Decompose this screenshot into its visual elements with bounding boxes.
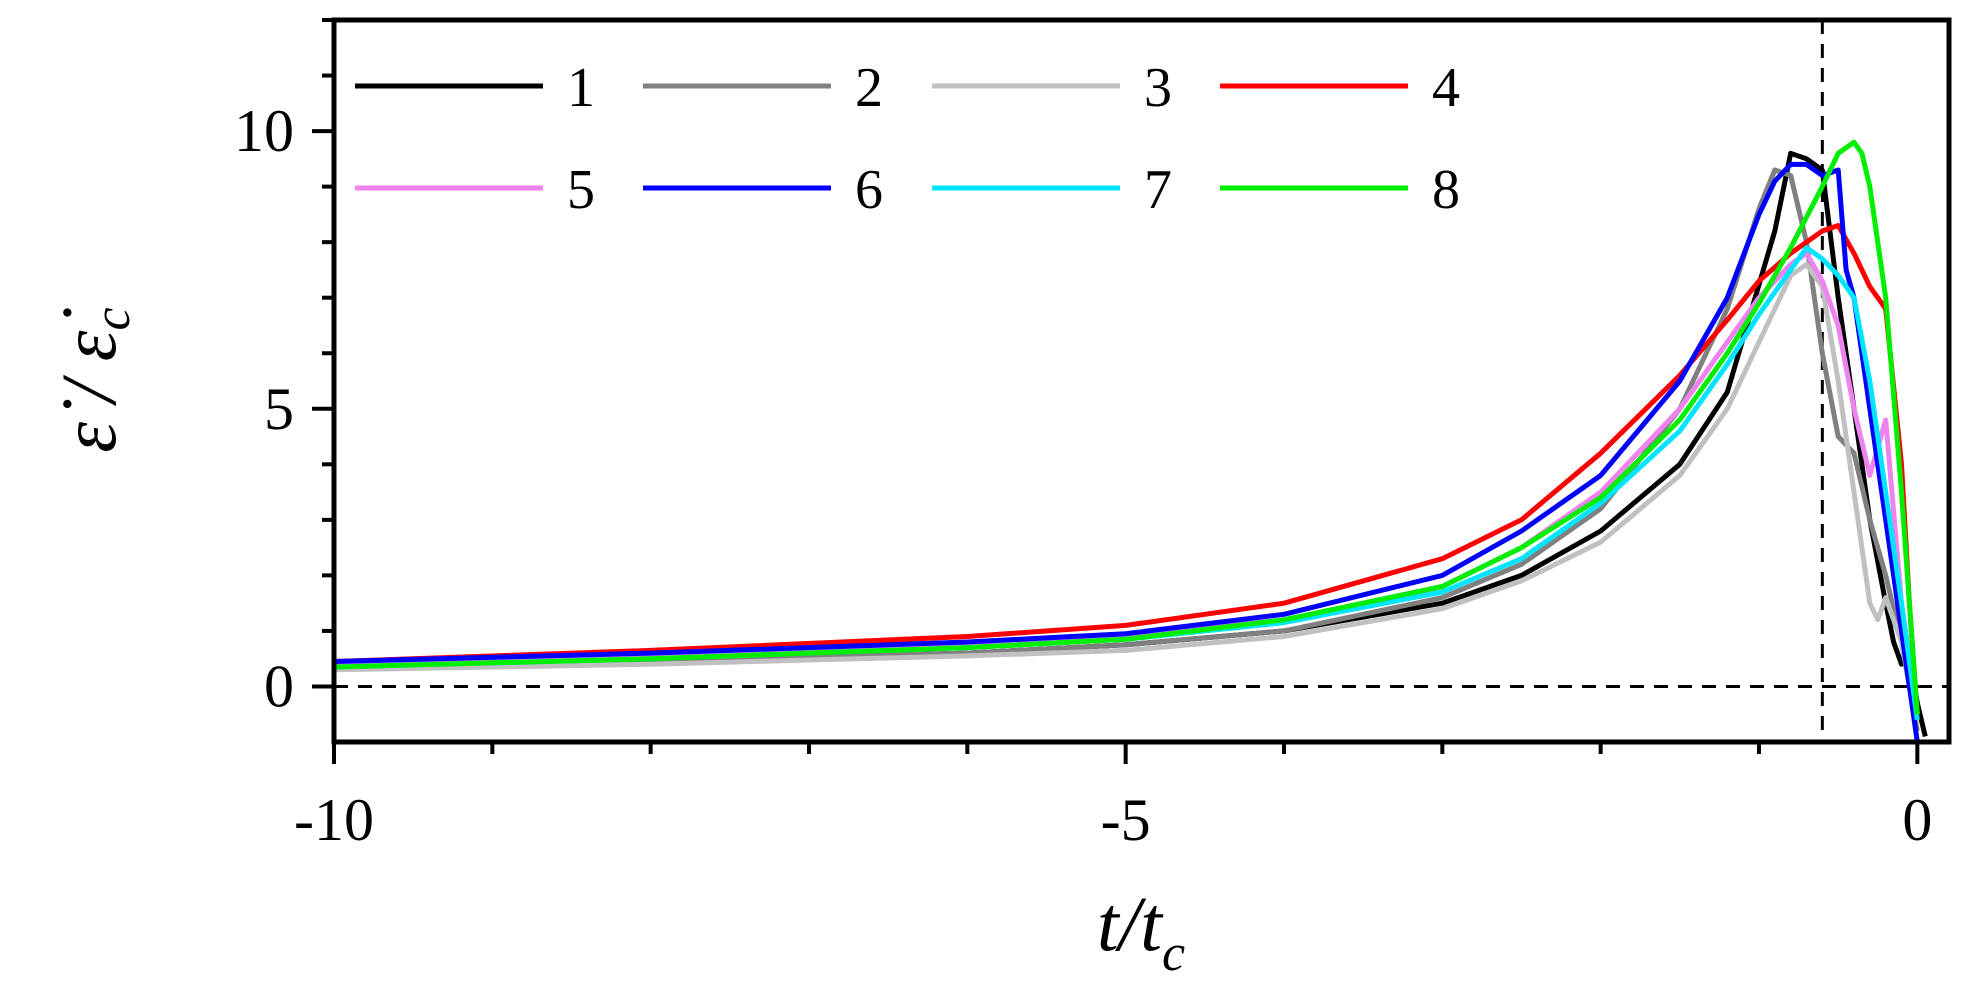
- x-tick-label: -5: [1101, 787, 1151, 853]
- series-line-4: [334, 223, 1920, 715]
- legend-label: 2: [855, 57, 883, 119]
- legend-item-5: 5: [355, 159, 595, 221]
- legend-label: 4: [1432, 57, 1460, 119]
- reference-lines: [334, 20, 1949, 742]
- y-axis-title-main: ε̇ / ε̇: [45, 307, 132, 452]
- plot-frame: [331, 17, 1952, 745]
- legend-label: 8: [1432, 159, 1460, 221]
- axis-ticks: -10 -5 0 0 5 10: [234, 18, 1932, 853]
- y-tick-label: 0: [264, 653, 294, 719]
- y-axis-title: ε̇ / ε̇c: [45, 307, 141, 452]
- series-lines: [334, 139, 1928, 742]
- x-axis-title-main: t/t: [1097, 880, 1164, 967]
- legend-label: 6: [855, 159, 883, 221]
- series-line-2: [334, 167, 1920, 732]
- series-line-6: [334, 161, 1920, 742]
- legend-item-7: 7: [932, 159, 1172, 221]
- legend-item-1: 1: [355, 57, 595, 119]
- legend-item-6: 6: [643, 159, 883, 221]
- legend-item-4: 4: [1220, 57, 1460, 119]
- legend-label: 5: [567, 159, 595, 221]
- legend-item-3: 3: [932, 57, 1172, 119]
- legend: 1 2 3 4 5 6 7 8: [355, 57, 1460, 221]
- y-axis-title-sub: c: [84, 307, 141, 330]
- x-tick-label: 0: [1902, 787, 1932, 853]
- legend-label: 7: [1144, 159, 1172, 221]
- legend-label: 1: [567, 57, 595, 119]
- legend-item-2: 2: [643, 57, 883, 119]
- legend-label: 3: [1144, 57, 1172, 119]
- series-line-3: [334, 261, 1920, 721]
- x-axis-title: t/tc: [1097, 880, 1185, 982]
- legend-item-8: 8: [1220, 159, 1460, 221]
- series-line-8: [334, 139, 1920, 715]
- x-axis-title-sub: c: [1162, 925, 1185, 982]
- y-tick-label: 10: [234, 98, 294, 164]
- x-tick-label: -10: [294, 787, 374, 853]
- y-tick-label: 5: [264, 376, 294, 442]
